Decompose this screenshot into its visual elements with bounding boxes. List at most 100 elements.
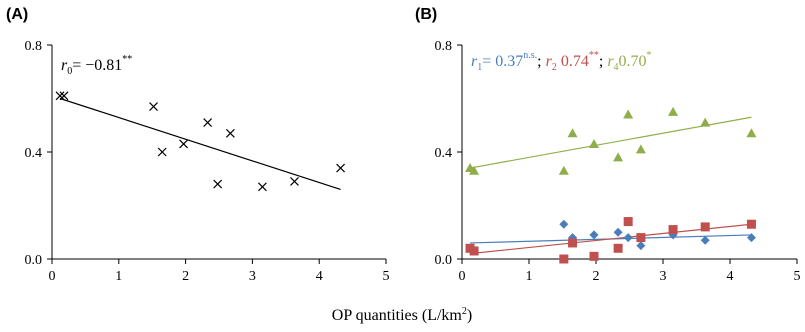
y-tick-label: 0.4 (435, 146, 453, 161)
data-point (558, 165, 569, 175)
data-point (213, 179, 223, 189)
data-point (746, 219, 756, 229)
data-point (635, 144, 646, 154)
x-tick-label: 5 (383, 269, 390, 284)
r2-subscript: 2 (552, 62, 557, 73)
panel-a-ticks: 0 1 2 3 4 5 0.0 0.4 0.8 (25, 39, 390, 284)
r4-symbol: r (607, 53, 614, 70)
data-point-stroke (213, 179, 223, 189)
x-tick-label: 4 (727, 269, 734, 284)
x-axis-label-text: OP quantities (L/km (332, 307, 463, 324)
data-point-stroke (157, 147, 167, 157)
x-axis-label-exponent: 2 (462, 306, 467, 317)
r4-value: 0.70 (619, 53, 647, 70)
x-tick-label: 0 (459, 269, 466, 284)
data-point (59, 91, 69, 101)
data-point (257, 182, 267, 192)
panel-a-points (55, 91, 346, 192)
data-point (469, 246, 479, 256)
panel-a: (A) 0 1 2 3 4 50.00.40.8 r0= −0.81** (6, 6, 390, 284)
data-point (668, 106, 679, 116)
data-point (179, 139, 189, 149)
data-point (636, 233, 646, 243)
data-point-stroke (336, 163, 346, 173)
data-point (746, 128, 757, 138)
r0-symbol: r (61, 57, 68, 74)
r1-significance: n.s. (523, 50, 537, 61)
data-point (589, 251, 599, 261)
y-tick-label: 0.8 (435, 39, 453, 54)
separator-1: ; (537, 53, 545, 70)
panel-b-ticks: 0 1 2 3 4 5 0.0 0.4 0.8 (435, 39, 801, 284)
panel-a-label: (A) (6, 6, 28, 23)
data-point (559, 254, 569, 264)
r2-significance: ** (589, 50, 599, 61)
data-point-stroke (55, 91, 65, 101)
x-tick-label: 1 (115, 269, 122, 284)
data-point (636, 241, 646, 251)
panel-a-correlation: r0= −0.81** (61, 54, 132, 77)
r0-value: = −0.81 (72, 57, 122, 74)
y-tick-label: 0.8 (25, 39, 43, 54)
data-point-stroke (149, 102, 158, 111)
x-tick-label: 2 (593, 269, 600, 284)
data-point (700, 235, 710, 245)
data-point (225, 128, 235, 138)
data-point (589, 230, 599, 240)
x-tick-label: 2 (182, 269, 189, 284)
x-axis-label-close: ) (467, 307, 472, 324)
r4-subscript: 4 (614, 62, 619, 73)
data-point-stroke (59, 91, 69, 101)
data-point (700, 222, 710, 232)
data-point (157, 147, 167, 157)
data-point (55, 91, 65, 101)
data-point (623, 217, 633, 227)
r0-significance: ** (122, 54, 132, 65)
panel-b-fit-lines (469, 116, 752, 255)
panel-a-fit-lines (59, 97, 341, 191)
x-axis-label: OP quantities (L/km2) (332, 306, 472, 324)
x-tick-label: 3 (249, 269, 256, 284)
y-tick-label: 0.0 (435, 253, 453, 268)
data-point (568, 238, 578, 248)
data-point-stroke (203, 118, 213, 127)
panel-b-correlations: r1= 0.37n.s.; r2 0.74**; r40.70* (471, 50, 652, 73)
r2-symbol: r (546, 53, 553, 70)
separator-2: ; (599, 53, 607, 70)
data-point (700, 117, 711, 127)
data-point (588, 138, 599, 148)
data-point (290, 177, 299, 186)
y-tick-label: 0.4 (25, 146, 43, 161)
x-tick-label: 3 (660, 269, 667, 284)
data-point-stroke (225, 128, 235, 138)
data-point-stroke (257, 182, 267, 192)
data-point-stroke (179, 139, 189, 149)
x-tick-label: 1 (526, 269, 533, 284)
r1-value: = 0.37 (482, 53, 523, 70)
x-tick-label: 5 (794, 269, 801, 284)
fit-line-x (59, 97, 341, 191)
r1-subscript: 1 (477, 62, 482, 73)
data-point (567, 128, 578, 138)
panel-b: (B) 0 1 2 3 4 50.00.40.8 r1= 0.37n.s.; r2 0.7… (415, 6, 801, 284)
panel-a-axes (51, 45, 386, 260)
data-point (203, 118, 213, 127)
panel-b-label: (B) (415, 6, 437, 23)
panel-b-points (465, 106, 757, 264)
data-point (613, 243, 623, 253)
data-point (469, 165, 480, 175)
panel-b-axes (461, 45, 797, 260)
r1-symbol: r (471, 53, 478, 70)
data-point (336, 163, 346, 173)
data-point (149, 102, 158, 111)
data-point (613, 227, 623, 237)
data-point (623, 233, 633, 243)
x-tick-label: 4 (316, 269, 323, 284)
data-point (623, 109, 634, 119)
data-point (746, 233, 756, 243)
y-tick-label: 0.0 (25, 253, 43, 268)
r4-significance: * (647, 50, 652, 61)
data-point-stroke (290, 177, 299, 186)
data-point (613, 152, 624, 162)
